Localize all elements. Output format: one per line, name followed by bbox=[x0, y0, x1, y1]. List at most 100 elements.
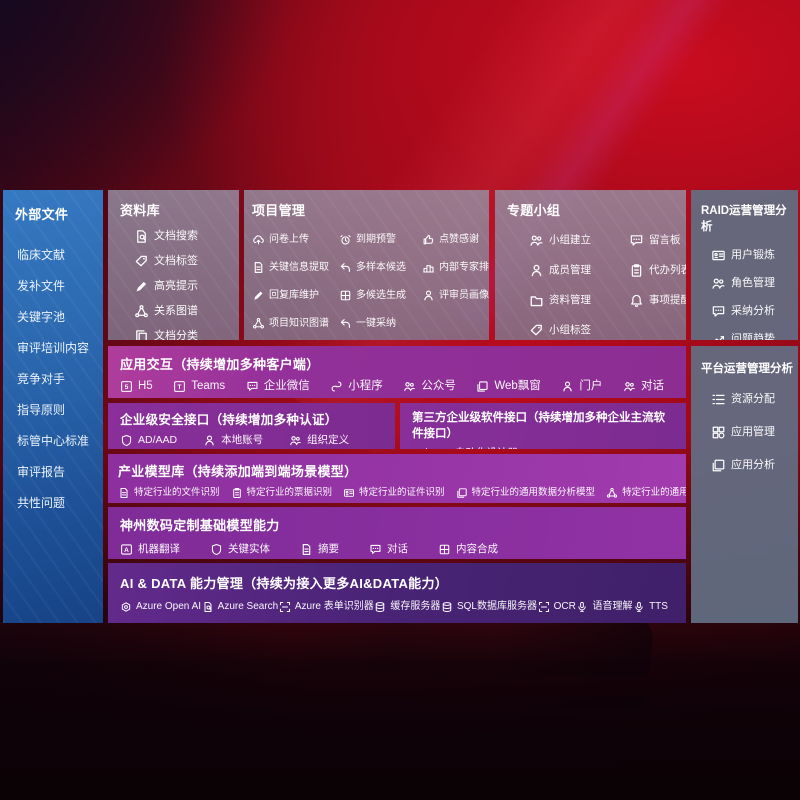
feature-item-label: Teams bbox=[191, 379, 226, 392]
person-icon bbox=[203, 434, 216, 447]
feature-item-label: 语音理解 bbox=[592, 601, 633, 612]
feature-item: 留言板 bbox=[629, 233, 686, 248]
doc-icon bbox=[300, 543, 313, 556]
teams-icon bbox=[173, 380, 186, 393]
feature-item: 内部专家排名 bbox=[422, 261, 489, 274]
gear-icon bbox=[420, 447, 433, 449]
reply-arrow-icon bbox=[339, 261, 352, 274]
feature-item-label: Azure Search bbox=[217, 601, 279, 612]
feature-item-label: 内部专家排名 bbox=[439, 261, 489, 273]
sidebar-item-label: 关键字池 bbox=[17, 310, 66, 324]
feature-item-label: 小程序 bbox=[348, 379, 383, 392]
feature-item-label: 特定行业的证件识别 bbox=[359, 487, 445, 499]
openai-icon bbox=[120, 601, 132, 613]
feature-item: 本地账号 bbox=[203, 434, 263, 447]
feature-item-label: Azure Open AI bbox=[136, 601, 202, 612]
thumb-up-icon bbox=[422, 233, 435, 246]
graph-icon bbox=[134, 304, 149, 319]
feature-item: 用户锻炼 bbox=[711, 248, 798, 263]
translate-icon bbox=[120, 543, 133, 556]
feature-item: 组织定义 bbox=[289, 434, 349, 447]
feature-item: 关系图谱 bbox=[134, 304, 239, 319]
feature-row: AD/AAD 本地账号 组织定义 bbox=[120, 434, 383, 447]
window-icon bbox=[711, 458, 726, 473]
panel-title: 神州数码定制基础模型能力 bbox=[120, 518, 280, 533]
window-icon bbox=[476, 380, 489, 393]
feature-item: 特定行业的通用知识图谱模型 bbox=[606, 487, 686, 499]
feature-item-label: 事项提醒 bbox=[649, 294, 686, 307]
feature-item: 应用管理 bbox=[711, 425, 798, 440]
feature-item-label: Web飘窗 bbox=[494, 379, 541, 392]
feature-item-label: 用户锻炼 bbox=[731, 249, 775, 261]
database-icon bbox=[441, 601, 453, 613]
people-icon bbox=[711, 276, 726, 291]
list-icon bbox=[711, 392, 726, 407]
sidebar-item-label: 标管中心标准 bbox=[17, 434, 90, 448]
feature-item: 一键采纳 bbox=[339, 317, 419, 330]
shield-icon bbox=[120, 434, 133, 447]
feature-item-label: 问题趋势 bbox=[731, 333, 775, 341]
feature-item: Azure 表单识别器 bbox=[279, 601, 374, 613]
doc-icon bbox=[118, 487, 130, 499]
clipboard-icon bbox=[231, 487, 243, 499]
feature-item: 小组标签 bbox=[529, 323, 621, 338]
feature-item: 资料管理 bbox=[529, 293, 621, 308]
puzzle-icon bbox=[339, 289, 352, 302]
feature-item-label: 评审员画像 bbox=[439, 289, 489, 301]
feature-item-label: OCR bbox=[553, 601, 576, 612]
feature-item: 高亮提示 bbox=[134, 279, 239, 294]
docs-icon bbox=[134, 329, 149, 340]
sidebar-item: 竞争对手 bbox=[17, 373, 103, 385]
feature-row: 机器翻译 关键实体 摘要 对话 内容合成 bbox=[120, 543, 674, 556]
panel-title: 项目管理 bbox=[252, 203, 306, 218]
feature-item: 缓存服务器 bbox=[374, 601, 440, 613]
window-icon bbox=[456, 487, 468, 499]
panel-enterprise-security-api: 企业级安全接口（持续增加多种认证） AD/AAD 本地账号 组织定义 bbox=[108, 403, 395, 449]
feature-item: 多候选生成 bbox=[339, 289, 419, 302]
sidebar-item-label: 临床文献 bbox=[17, 248, 66, 262]
feature-item-label: 多候选生成 bbox=[356, 289, 406, 301]
panel-title: 第三方企业级软件接口（持续增加多种企业主流软件接口） bbox=[412, 412, 665, 440]
mic-icon bbox=[576, 601, 588, 613]
sidebar-item: 关键字池 bbox=[17, 311, 103, 323]
feature-item: 特定行业的票据识别 bbox=[231, 487, 333, 499]
feature-item: 关键信息提取 bbox=[252, 261, 336, 274]
feature-item-label: Azure 表单识别器 bbox=[294, 601, 374, 612]
feature-item-label: 特定行业的文件识别 bbox=[134, 487, 220, 499]
feature-item: 对话 bbox=[369, 543, 408, 556]
people-icon bbox=[529, 233, 544, 248]
feature-list: 用户锻炼 角色管理 采纳分析 问题趋势 bbox=[701, 248, 798, 340]
clipboard-icon bbox=[629, 263, 644, 278]
feature-item: 评审员画像 bbox=[422, 289, 489, 302]
panel-title: AI & DATA 能力管理（持续为接入更多AI&DATA能力） bbox=[120, 576, 449, 591]
feature-list: 资源分配 应用管理 应用分析 bbox=[701, 392, 798, 473]
sidebar-item: 共性问题 bbox=[17, 497, 103, 509]
feature-item-label: 对话 bbox=[387, 543, 408, 556]
graph-icon bbox=[252, 317, 265, 330]
people-icon bbox=[623, 380, 636, 393]
feature-item-label: 门户 bbox=[579, 379, 603, 392]
alarm-icon bbox=[339, 233, 352, 246]
sidebar-item-label: 共性问题 bbox=[17, 496, 66, 510]
feature-item: 问题趋势 bbox=[711, 332, 798, 340]
panel-title: 产业模型库（持续添加端到端场景模型） bbox=[118, 464, 358, 479]
feature-item: 代办列表 bbox=[629, 263, 686, 278]
feature-item-label: 留言板 bbox=[649, 234, 681, 247]
feature-item: 文档标签 bbox=[134, 254, 239, 269]
document-search-icon bbox=[202, 601, 214, 613]
feature-item-label: 回复库维护 bbox=[269, 289, 319, 301]
feature-item-label: 项目知识图谱 bbox=[269, 317, 329, 329]
id-card-icon bbox=[711, 248, 726, 263]
feature-item: 摘要 bbox=[300, 543, 339, 556]
feature-item-label: 高亮提示 bbox=[154, 280, 198, 292]
feature-item-label: 特定行业的票据识别 bbox=[246, 487, 333, 499]
feature-item: Azure Open AI bbox=[120, 601, 201, 613]
sidebar-item: 发补文件 bbox=[17, 280, 103, 292]
sidebar-item: 标管中心标准 bbox=[17, 435, 103, 447]
feature-item-label: AD/AAD bbox=[138, 434, 178, 447]
panel-title: 专题小组 bbox=[507, 203, 561, 218]
panel-title: 资料库 bbox=[120, 203, 160, 218]
feature-item-label: H5 bbox=[138, 379, 153, 392]
pencil-icon bbox=[252, 289, 265, 302]
panel-third-party-api: 第三方企业级软件接口（持续增加多种企业主流软件接口） API自动化设计器 bbox=[400, 403, 686, 449]
